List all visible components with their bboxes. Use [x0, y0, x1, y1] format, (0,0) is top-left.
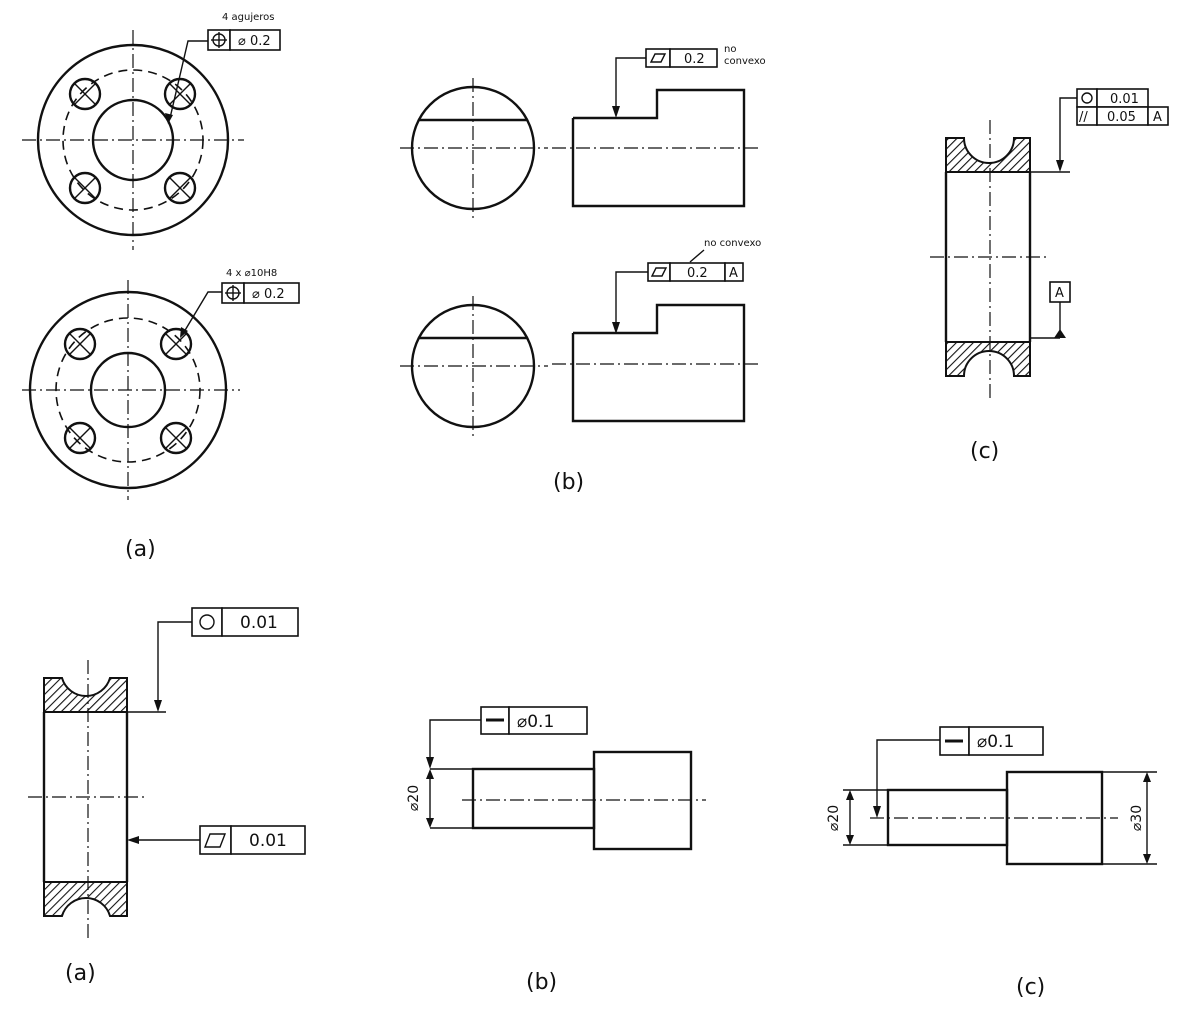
bottom-b-figure: ⌀20 ⌀0.1 (b): [406, 706, 706, 995]
bottom-a-frame-2-value: 0.01: [249, 831, 287, 851]
bolt-hole: [159, 421, 193, 455]
bottom-b-control-frame: ⌀0.1: [480, 706, 588, 735]
top-b-frame-2-value: 0.2: [687, 266, 708, 281]
bottom-c-dim-right: ⌀30: [1129, 805, 1145, 831]
bottom-a-control-frame-1: 0.01: [191, 607, 299, 637]
top-a-flange-upper: 4 agujeros ⌀ 0.2: [22, 12, 281, 250]
top-c-caption: (c): [970, 439, 999, 464]
top-a-frame-1-value: ⌀ 0.2: [238, 34, 271, 49]
top-b-note-2: no convexo: [704, 238, 761, 249]
top-a-control-frame-1: ⌀ 0.2: [207, 29, 281, 51]
bolt-hole: [68, 171, 102, 205]
top-c-row-1-value: 0.01: [1110, 92, 1139, 107]
top-a-flange-lower: 4 x ⌀10H8 ⌀ 0.2: [22, 268, 300, 500]
bottom-b-frame-value: ⌀0.1: [517, 712, 554, 732]
top-b-note-1a: no: [724, 44, 736, 55]
flatness-icon: [649, 53, 667, 63]
bottom-c-caption: (c): [1016, 975, 1045, 1000]
top-b-control-frame-2: 0.2 A: [647, 262, 744, 282]
top-b-frame-2-datum: A: [729, 266, 738, 281]
top-c-figure: 0.01 // 0.05 A A (c): [930, 88, 1169, 464]
position-icon: [211, 32, 227, 48]
circularity-icon: [199, 614, 215, 630]
bolt-hole: [63, 421, 97, 455]
bottom-c-frame-value: ⌀0.1: [977, 732, 1014, 752]
bottom-b-caption: (b): [526, 970, 557, 995]
top-c-datum-label: A: [1055, 286, 1064, 301]
flatness-icon: [203, 833, 227, 848]
top-b-figure: 0.2 no convexo 0.2 A no convexo (b): [400, 44, 766, 495]
top-a-note-holes: 4 agujeros: [222, 12, 275, 23]
bolt-hole: [163, 171, 197, 205]
top-b-note-1b: convexo: [724, 56, 766, 67]
top-c-row-2-value: 0.05: [1107, 110, 1136, 125]
bolt-hole: [63, 327, 97, 361]
top-b-caption: (b): [553, 470, 584, 495]
top-c-row-2-datum: A: [1153, 110, 1162, 125]
top-a-frame-2-value: ⌀ 0.2: [252, 287, 285, 302]
position-icon: [225, 285, 241, 301]
top-b-control-frame-1: 0.2: [645, 48, 718, 68]
flatness-icon: [650, 267, 668, 277]
bolt-hole: [159, 327, 193, 361]
top-a-note-hole-spec: 4 x ⌀10H8: [226, 268, 277, 279]
bottom-b-dim-label: ⌀20: [406, 785, 422, 811]
top-c-control-frame: 0.01 // 0.05 A: [1076, 88, 1169, 126]
bottom-a-figure: 0.01 0.01 (a): [28, 607, 306, 986]
parallelism-icon: //: [1079, 110, 1088, 125]
circularity-icon: [1081, 92, 1093, 104]
bottom-c-figure: ⌀20 ⌀30 ⌀0.1 (c): [826, 726, 1157, 1000]
bottom-a-frame-1-value: 0.01: [240, 613, 278, 633]
bottom-c-control-frame: ⌀0.1: [939, 726, 1044, 756]
bottom-a-caption: (a): [65, 961, 96, 986]
bolt-hole: [163, 77, 197, 111]
top-c-datum-a: A: [1049, 281, 1071, 303]
top-b-frame-1-value: 0.2: [684, 52, 705, 67]
bolt-hole: [68, 77, 102, 111]
bottom-c-dim-left: ⌀20: [826, 805, 842, 831]
bottom-a-control-frame-2: 0.01: [199, 825, 306, 855]
top-a-figure: 4 agujeros ⌀ 0.2: [22, 12, 300, 562]
top-a-caption: (a): [125, 537, 156, 562]
top-a-control-frame-2: ⌀ 0.2: [221, 282, 300, 304]
